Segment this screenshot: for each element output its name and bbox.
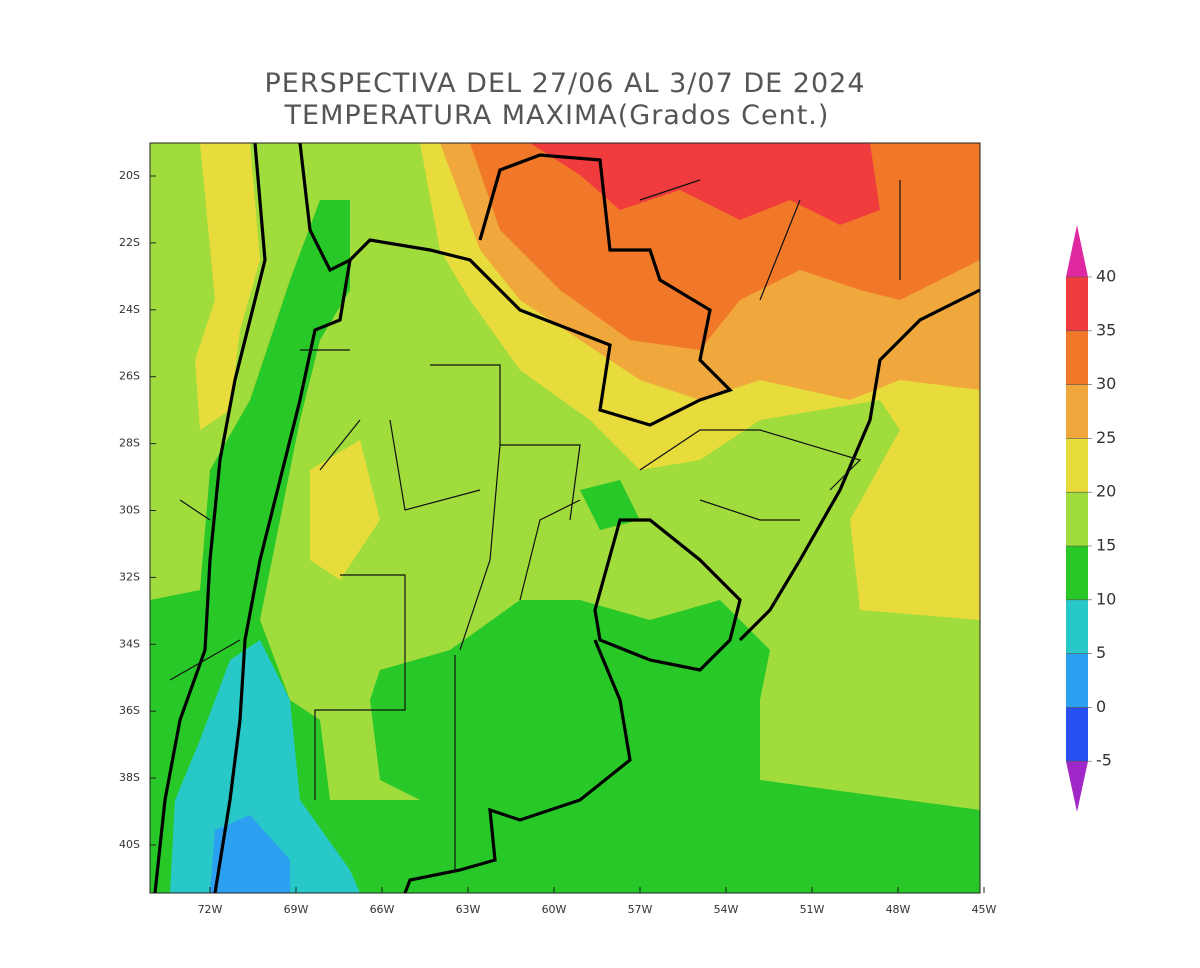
map-frame xyxy=(149,142,981,894)
lon-label: 57W xyxy=(628,903,653,916)
colorbar-label: 35 xyxy=(1096,320,1116,339)
lat-label: 28S xyxy=(119,437,140,450)
colorbar-label: 40 xyxy=(1096,267,1116,286)
temperature-map xyxy=(150,143,980,893)
colorbar-label: 30 xyxy=(1096,374,1116,393)
colorbar-label: 0 xyxy=(1096,697,1106,716)
lon-label: 48W xyxy=(886,903,911,916)
lat-label: 34S xyxy=(119,637,140,650)
lon-label: 45W xyxy=(972,903,997,916)
colorbar-band xyxy=(1066,546,1088,600)
colorbar-band xyxy=(1066,492,1088,546)
colorbar-band xyxy=(1066,277,1088,331)
lon-label: 54W xyxy=(714,903,739,916)
lon-label: 51W xyxy=(800,903,825,916)
lon-label: 66W xyxy=(370,903,395,916)
colorbar-band xyxy=(1066,653,1088,708)
colorbar-cap xyxy=(1066,761,1088,812)
lon-label: 63W xyxy=(456,903,481,916)
colorbar-band xyxy=(1066,384,1088,439)
colorbar-label: 10 xyxy=(1096,589,1116,608)
colorbar-label: 5 xyxy=(1096,643,1106,662)
colorbar-band xyxy=(1066,707,1088,762)
title-line: TEMPERATURA MAXIMA(Grados Cent.) xyxy=(284,100,830,131)
lat-label: 22S xyxy=(119,236,140,249)
lon-label: 69W xyxy=(284,903,309,916)
lat-label: 36S xyxy=(119,704,140,717)
lat-label: 40S xyxy=(119,838,140,851)
colorbar-label: 20 xyxy=(1096,482,1116,501)
lon-label: 72W xyxy=(198,903,223,916)
lat-label: 26S xyxy=(119,370,140,383)
lon-label: 60W xyxy=(542,903,567,916)
lat-label: 24S xyxy=(119,303,140,316)
colorbar-band xyxy=(1066,599,1088,654)
lat-label: 30S xyxy=(119,504,140,517)
colorbar-cap xyxy=(1066,225,1088,277)
colorbar-band xyxy=(1066,438,1088,493)
title-line: PERSPECTIVA DEL 27/06 AL 3/07 DE 2024 xyxy=(264,68,865,99)
colorbar: 40 35 30 25 20 15 10 5 0 -5 xyxy=(1066,225,1116,812)
lat-label: 20S xyxy=(119,169,140,182)
colorbar-label: 15 xyxy=(1096,536,1116,555)
colorbar-label: -5 xyxy=(1096,751,1112,770)
colorbar-label: 25 xyxy=(1096,428,1116,447)
colorbar-band xyxy=(1066,330,1088,385)
lat-label: 32S xyxy=(119,570,140,583)
lat-label: 38S xyxy=(119,771,140,784)
